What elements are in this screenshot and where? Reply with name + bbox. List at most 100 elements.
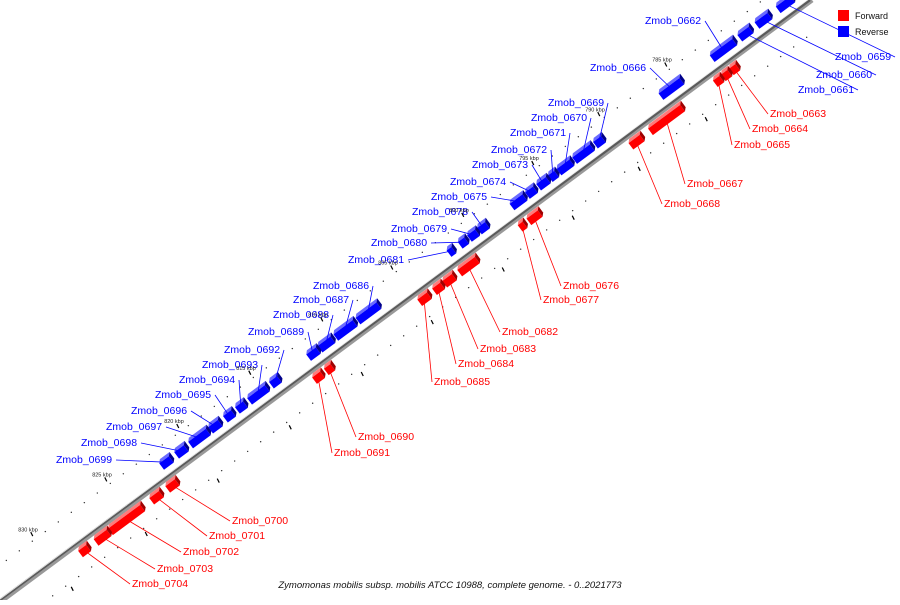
gene-zmob-0673 [536,172,552,191]
tick-label: 790 kbp [585,107,605,113]
gene-zmob-0659 [775,0,796,14]
legend-label-reverse: Reverse [855,27,889,37]
minor-tick-dot [616,107,619,109]
minor-tick-dot [649,152,652,154]
gene-zmob-0695 [223,405,237,423]
gene-zmob-0671 [556,155,575,176]
label-leaders-layer [83,3,896,585]
minor-tick-dot [363,364,366,366]
gene-zmob-0673-side [545,172,552,184]
gene-zmob-0694-side [243,397,249,408]
gene-zmob-0670-side [589,140,596,151]
gene-zmob-0701-top [149,486,160,499]
gene-zmob-0670-label: Zmob_0670 [531,112,587,124]
gene-zmob-0687-leader [344,299,354,330]
minor-tick-dot [584,200,587,202]
tick-mark [176,423,180,429]
gene-zmob-0686-label: Zmob_0686 [313,280,369,292]
legend-swatch-forward [838,10,849,21]
minor-tick-dot [733,20,736,22]
gene-zmob-0699-face [159,456,174,470]
gene-zmob-0687 [333,315,359,341]
gene-zmob-0673-leader [531,164,544,184]
minor-tick-dot [298,412,301,414]
gene-zmob-0691-side [320,367,326,378]
gene-zmob-0681-label: Zmob_0681 [348,254,404,266]
gene-zmob-0666-side [679,73,685,85]
minor-tick-dot [792,46,795,48]
minor-tick-dot [135,463,138,465]
gene-zmob-0696-side [217,415,224,427]
minor-tick-dot [493,267,496,270]
gene-zmob-0681-top [446,242,453,251]
tick-mark [501,267,505,272]
gene-zmob-0669 [593,131,607,149]
gene-zmob-0672-top [547,166,555,176]
gene-zmob-0689-leader [307,331,314,354]
minor-tick-dot [376,354,379,356]
gene-zmob-0683-leader [448,279,479,350]
gene-zmob-0662-side [732,34,738,46]
gene-zmob-0699-label: Zmob_0699 [56,454,112,466]
gene-zmob-0701-leader [155,496,208,537]
minor-tick-dot [421,251,424,254]
gene-zmob-0682-top [457,252,476,270]
gene-zmob-0690-leader [328,368,357,438]
minor-tick-dot [272,431,275,433]
tick-label: 820 kbp [164,419,184,425]
tick-mark [637,166,641,172]
minor-tick-dot [324,392,327,395]
gene-zmob-0665-leader [717,80,733,146]
gene-zmob-0668-top [628,130,641,144]
gene-zmob-0667-label: Zmob_0667 [687,178,743,190]
gene-zmob-0659-face [775,0,796,14]
minor-tick-dot [746,10,749,13]
gene-zmob-0671-face [556,159,575,176]
minor-tick-dot [83,501,86,504]
gene-zmob-0662 [709,34,738,62]
gene-zmob-0693-side [264,380,271,392]
minor-tick-dot [597,190,600,193]
minor-tick-dot [506,258,509,260]
tick-labels-layer: 785 kbp 790 kbp 795 kbp 800 kbp 805 kbp 810 k… [18,58,708,592]
tick-mark [531,160,535,166]
minor-tick-dot [538,164,541,167]
gene-zmob-0678-top [477,217,486,228]
gene-zmob-0678-leader [471,211,484,228]
gene-zmob-0689-label: Zmob_0689 [248,326,304,338]
minor-tick-dot [428,315,431,318]
gene-zmob-0660-side [767,8,773,20]
gene-zmob-0691-leader [317,376,333,454]
minor-tick-dot [759,1,762,3]
gene-zmob-0696-leader [190,410,216,427]
minor-tick-dot [337,383,340,385]
minor-tick-dot [44,530,47,533]
gene-zmob-0697-leader [165,426,199,439]
gene-zmob-0687-face [333,320,358,341]
gene-zmob-0680-label: Zmob_0680 [371,237,427,249]
minor-tick-dot [590,126,593,128]
minor-tick-dot [395,270,398,273]
tick-label: 800 kbp [449,208,469,214]
gene-zmob-0670-leader [582,117,592,154]
gene-zmob-0684-leader [437,287,457,365]
gene-zmob-0689-face [306,347,321,361]
gene-zmob-0700-leader [171,484,231,522]
gene-zmob-0674-label: Zmob_0674 [450,176,506,188]
gene-zmob-0661-side [748,22,755,34]
tick-label: 785 kbp [652,58,672,64]
gene-zmob-0687-side [352,315,359,327]
gene-zmob-0690-top [323,359,332,369]
minor-tick-dot [558,219,561,221]
gene-zmob-0682-leader [467,265,501,333]
gene-zmob-0676-label: Zmob_0676 [563,280,619,292]
gene-zmob-0703-leader [101,536,156,570]
gene-zmob-0665-top [712,71,721,81]
gene-zmob-0671-top [556,155,571,170]
gene-zmob-0681-face [446,246,457,257]
gene-zmob-0663-label: Zmob_0663 [770,108,826,120]
gene-zmob-0702-top [108,500,141,529]
gene-zmob-0700-side [174,474,181,486]
gene-zmob-0665-side [719,71,725,83]
gene-zmob-0667-leader [665,119,686,185]
